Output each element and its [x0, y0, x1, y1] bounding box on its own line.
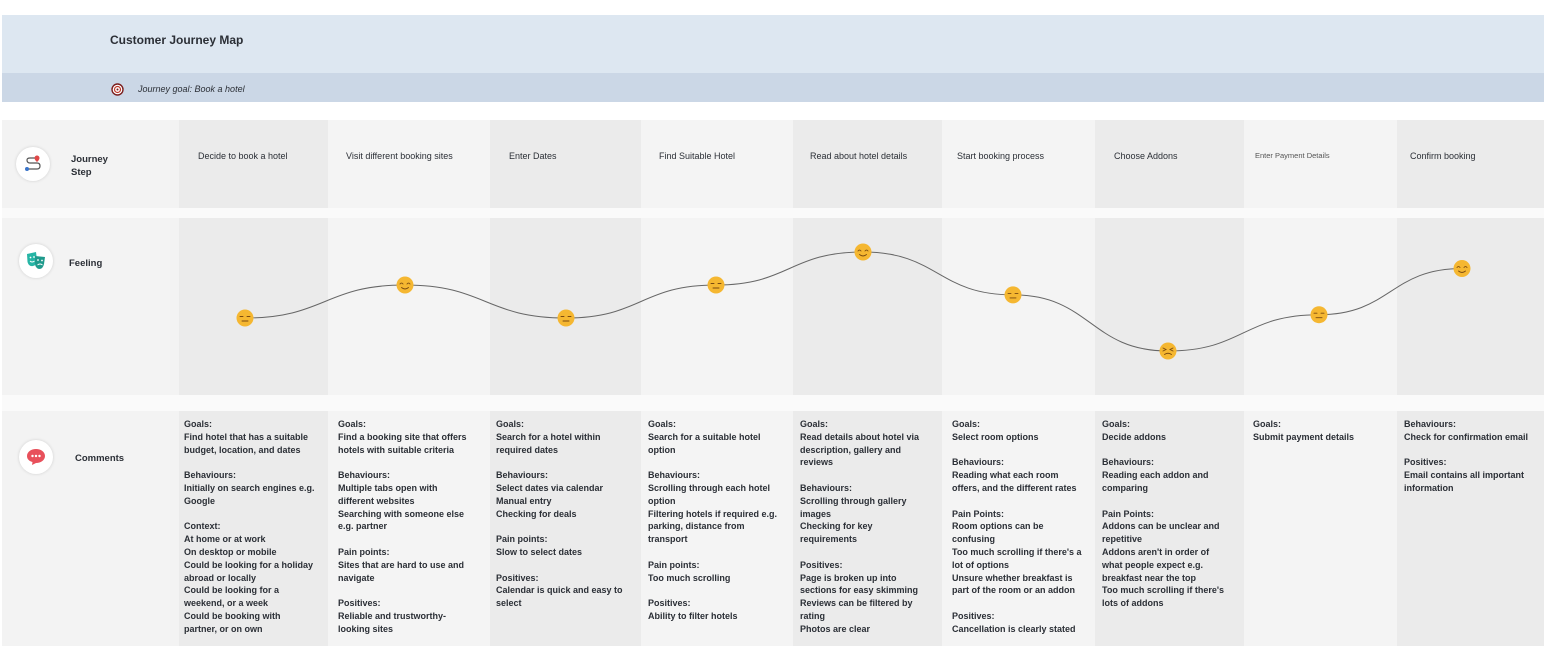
neutral-face-icon	[1310, 306, 1328, 324]
stage-column-band	[328, 411, 490, 646]
stage-column-band	[179, 120, 328, 208]
theatre-masks-icon	[19, 244, 53, 278]
row-divider	[2, 208, 1544, 218]
stage-column-band	[1095, 120, 1244, 208]
comment-block-9: Behaviours: Check for confirmation email…	[1404, 419, 1529, 493]
journey-step-3: Enter Dates	[509, 151, 557, 161]
stage-column-band	[328, 120, 490, 208]
stage-column-band	[793, 411, 942, 646]
stage-column-band	[1095, 218, 1244, 395]
stage-column-band	[641, 120, 793, 208]
journey-step-2: Visit different booking sites	[346, 151, 453, 161]
journey-step-9: Confirm booking	[1410, 151, 1476, 161]
stage-column-band	[1244, 120, 1397, 208]
journey-step-8: Enter Payment Details	[1255, 151, 1330, 160]
feeling-label: Feeling	[69, 258, 103, 269]
journey-step-label: Journey Step	[71, 154, 108, 178]
stage-column-band	[1397, 411, 1544, 646]
comments-label: Comments	[75, 453, 125, 464]
row-divider	[2, 395, 1544, 411]
feeling-curve	[244, 251, 1463, 352]
stage-column-band	[1397, 218, 1544, 395]
stage-column-band	[942, 120, 1095, 208]
happy-face-icon	[1453, 260, 1471, 277]
stage-column-band	[490, 411, 641, 646]
goal-band	[2, 73, 1544, 102]
stage-column-band	[1095, 411, 1244, 646]
journey-goal: Journey goal: Book a hotel	[138, 84, 245, 94]
stage-column-band	[328, 218, 490, 395]
journey-step-4: Find Suitable Hotel	[659, 151, 736, 161]
target-icon	[111, 83, 124, 96]
stage-column-band	[942, 411, 1095, 646]
comment-block-2: Goals: Find a booking site that offers h…	[338, 419, 467, 634]
happy-face-icon	[396, 276, 414, 294]
comment-block-3: Goals: Search for a hotel within require…	[496, 419, 623, 609]
comment-block-1: Goals: Find hotel that has a suitable bu…	[184, 419, 315, 634]
stage-column-band	[641, 218, 793, 395]
neutral-face-icon	[707, 276, 725, 294]
journey-step-1: Decide to book a hotel	[198, 151, 288, 161]
stage-column-band	[179, 218, 328, 395]
neutral-face-icon	[1004, 286, 1022, 304]
stage-column-band	[1244, 411, 1397, 646]
route-icon	[16, 147, 50, 181]
comment-block-5: Goals: Read details about hotel via desc…	[800, 419, 920, 634]
stage-column-band	[490, 218, 641, 395]
stage-column-band	[793, 120, 942, 208]
neutral-face-icon	[236, 309, 254, 327]
header-band	[2, 15, 1544, 73]
journey-step-7: Choose Addons	[1114, 151, 1178, 161]
speech-bubble-icon	[19, 440, 53, 474]
comment-block-7: Goals: Decide addons Behaviours: Reading…	[1102, 419, 1224, 609]
happy-face-icon	[854, 243, 872, 261]
comment-block-8: Goals: Submit payment details	[1253, 419, 1355, 442]
comment-block-6: Goals: Select room options Behaviours: R…	[952, 419, 1082, 634]
page-title: Customer Journey Map	[110, 33, 244, 47]
stage-column-band	[641, 411, 793, 646]
stage-column-band	[1397, 120, 1544, 208]
frustrated-face-icon	[1159, 342, 1177, 360]
journey-step-5: Read about hotel details	[810, 151, 908, 161]
stage-column-band	[942, 218, 1095, 395]
comment-block-4: Goals: Search for a suitable hotel optio…	[648, 419, 778, 621]
journey-step-6: Start booking process	[957, 151, 1045, 161]
stage-column-band	[179, 411, 328, 646]
neutral-face-icon	[557, 309, 575, 327]
stage-column-band	[490, 120, 641, 208]
